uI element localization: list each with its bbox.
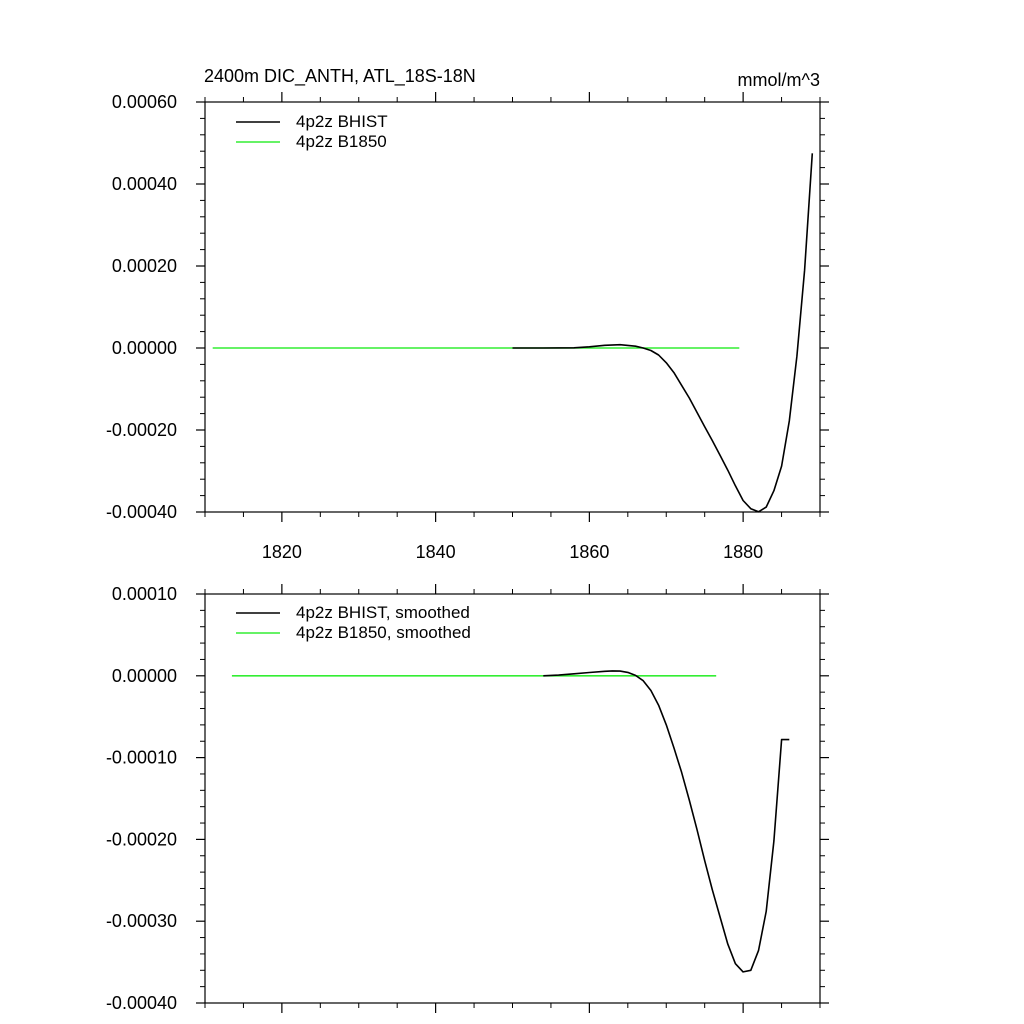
x-tick-label: 1840 xyxy=(416,542,456,562)
legend: 4p2z BHIST, smoothed 4p2z B1850, smoothe… xyxy=(236,603,471,642)
y-tick-label: -0.00040 xyxy=(106,993,177,1013)
y-tick-label: 0.00000 xyxy=(112,666,177,686)
y-tick-label: -0.00030 xyxy=(106,911,177,931)
x-axis xyxy=(204,584,821,1013)
y-tick-label: -0.00020 xyxy=(106,420,177,440)
legend-label-b1850: 4p2z B1850 xyxy=(296,132,387,151)
legend-label-b1850-smoothed: 4p2z B1850, smoothed xyxy=(296,623,471,642)
y-tick-label: -0.00040 xyxy=(106,502,177,522)
y-tick-label: -0.00010 xyxy=(106,748,177,768)
y-tick-label: 0.00060 xyxy=(112,92,177,112)
x-axis: 1820 1840 1860 1880 xyxy=(204,92,821,562)
y-axis: -0.00040 -0.00020 0.00000 0.00020 0.00040 0.0… xyxy=(106,92,829,522)
units-label: mmol/m^3 xyxy=(738,70,820,90)
y-tick-label: 0.00020 xyxy=(112,256,177,276)
series-line-0 xyxy=(543,670,790,973)
x-tick-label: 1880 xyxy=(723,542,763,562)
y-axis: -0.00040 -0.00030 -0.00020 -0.00010 0.00000 0… xyxy=(106,584,829,1013)
y-tick-label: -0.00020 xyxy=(106,829,177,849)
plot-frame xyxy=(204,101,821,513)
y-tick-label: 0.00000 xyxy=(112,338,177,358)
legend: 4p2z BHIST 4p2z B1850 xyxy=(236,112,388,151)
plot-frame xyxy=(204,593,821,1004)
series-line-0 xyxy=(512,153,814,513)
legend-label-bhist: 4p2z BHIST xyxy=(296,112,388,131)
chart-title: 2400m DIC_ANTH, ATL_18S-18N xyxy=(204,66,476,87)
y-tick-label: 0.00010 xyxy=(112,584,177,604)
series-group xyxy=(212,153,814,513)
series-group xyxy=(231,670,790,973)
x-tick-label: 1820 xyxy=(262,542,302,562)
x-tick-label: 1860 xyxy=(569,542,609,562)
panel-bottom: -0.00040 -0.00030 -0.00020 -0.00010 0.00000 0… xyxy=(106,584,829,1013)
legend-label-bhist-smoothed: 4p2z BHIST, smoothed xyxy=(296,603,470,622)
panel-top: 2400m DIC_ANTH, ATL_18S-18N mmol/m^3 -0.… xyxy=(106,66,829,562)
y-tick-label: 0.00040 xyxy=(112,174,177,194)
